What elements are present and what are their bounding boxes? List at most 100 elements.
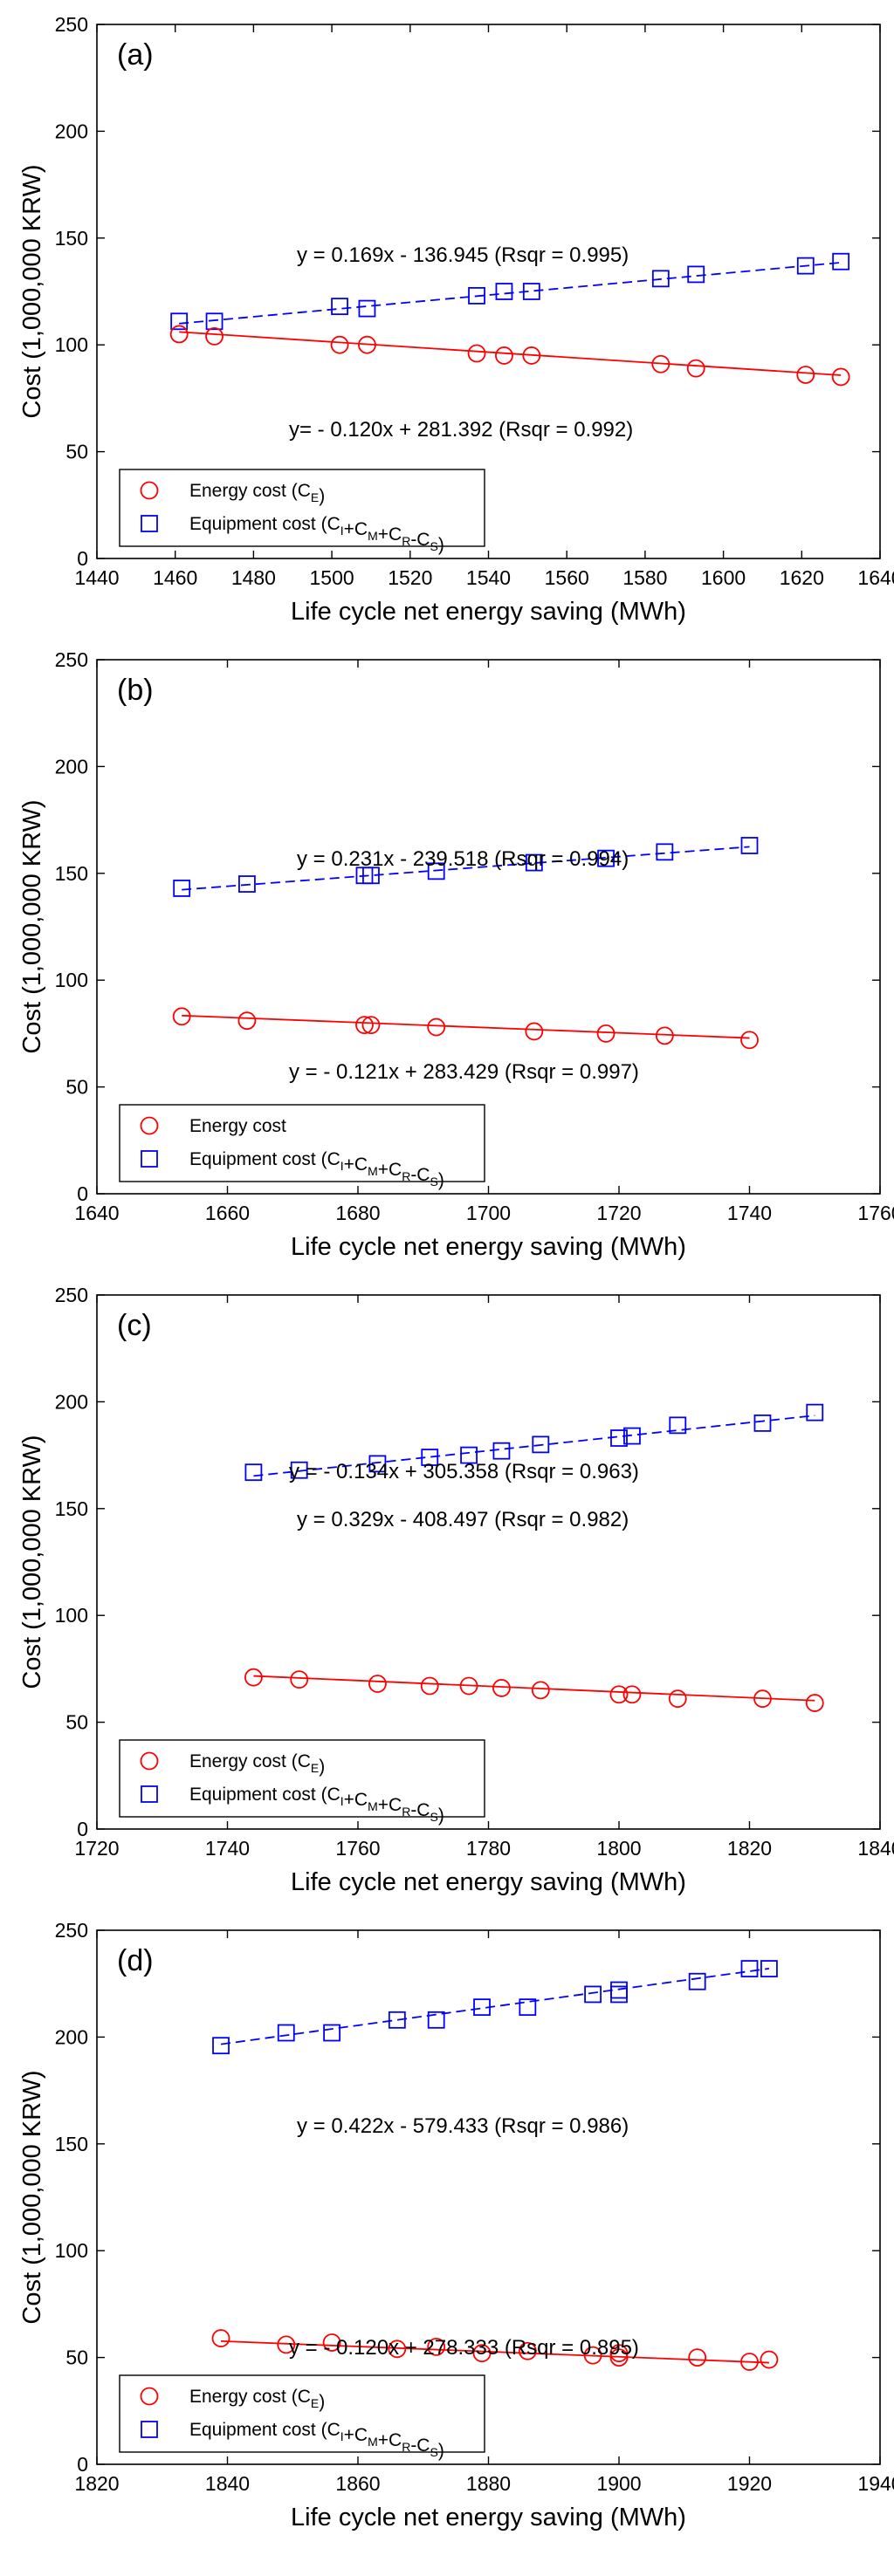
- legend-equipment-label: Equipment cost (CI+CM+CR-CS): [189, 1785, 444, 1826]
- legend-subscript: E: [311, 2396, 319, 2410]
- energy-cost-point: [211, 2329, 230, 2347]
- x-tick-label: 1760: [335, 1837, 380, 1860]
- energy-cost-point: [467, 344, 486, 363]
- energy-cost-point: [596, 1024, 615, 1043]
- x-tick-label: 1640: [857, 566, 894, 589]
- y-tick-label: 50: [65, 1711, 88, 1734]
- legend-symbol: +C: [344, 1154, 368, 1175]
- legend-subscript: R: [402, 1805, 410, 1819]
- legend-symbol: +C: [378, 2430, 402, 2450]
- legend-box: [119, 469, 485, 547]
- equipment-cost-point: [362, 867, 380, 885]
- legend-subscript: M: [368, 1799, 378, 1813]
- energy-cost-point: [796, 366, 815, 384]
- legend-text-end: ): [319, 2392, 325, 2412]
- legend-subscript: M: [368, 2435, 378, 2449]
- legend-energy-label: Energy cost (CE): [189, 481, 325, 506]
- equipment-cost-point: [806, 1403, 824, 1422]
- equipment-cost-point: [244, 1463, 263, 1482]
- equipment-cost-fit-line: [179, 261, 842, 325]
- legend-symbol: C: [327, 2420, 340, 2440]
- legend-text-end: ): [319, 486, 325, 506]
- legend-text: Energy cost (: [189, 1751, 298, 1771]
- energy-cost-point: [355, 1016, 374, 1035]
- energy-cost-point: [459, 1676, 478, 1696]
- y-tick-label: 100: [55, 2239, 88, 2262]
- y-tick-label: 200: [55, 755, 88, 778]
- equipment-cost-point: [532, 1435, 550, 1454]
- equipment-cost-point: [238, 875, 256, 893]
- y-tick-label: 200: [55, 1390, 88, 1413]
- x-tick-label: 1480: [231, 566, 276, 589]
- energy-cost-point: [760, 2350, 779, 2369]
- energy-cost-point: [495, 346, 513, 365]
- energy-cost-point: [330, 335, 349, 354]
- x-tick-label: 1680: [335, 1202, 380, 1224]
- legend-symbol: C: [298, 1751, 311, 1771]
- legend-text-end: ): [438, 1805, 444, 1826]
- equipment-cost-point: [331, 298, 348, 316]
- x-tick-label: 1840: [205, 2472, 250, 2495]
- x-tick-label: 1700: [466, 1202, 511, 1224]
- energy-cost-point: [655, 1026, 674, 1045]
- energy-cost-point: [531, 1681, 550, 1700]
- legend-subscript: M: [368, 1164, 378, 1178]
- panel-label: (a): [117, 38, 154, 72]
- energy-cost-point: [522, 346, 541, 365]
- legend-text: Equipment cost (: [189, 1149, 327, 1169]
- legend-symbol: +C: [344, 1790, 368, 1810]
- legend-equipment-label: Equipment cost (CI+CM+CR-CS): [189, 1149, 444, 1190]
- x-tick-label: 1660: [205, 1202, 250, 1224]
- y-axis-label: Cost (1,000,000 KRW): [18, 1435, 46, 1689]
- energy-cost-point: [427, 2337, 446, 2356]
- legend-equipment-marker: [141, 1150, 158, 1168]
- equipment-cost-point: [623, 1427, 641, 1445]
- x-tick-label: 1720: [596, 1202, 641, 1224]
- y-tick-label: 150: [55, 862, 88, 885]
- legend-subscript: I: [340, 2429, 344, 2443]
- legend-symbol: -C: [410, 1800, 430, 1820]
- energy-cost-point: [427, 1017, 446, 1037]
- equipment-cost-point: [584, 1985, 602, 2004]
- y-tick-label: 250: [55, 1919, 88, 1942]
- legend: Energy cost (CE)Equipment cost (CI+CM+CR…: [119, 2374, 485, 2461]
- equipment-cost-fit-line: [182, 846, 750, 891]
- energy-cost-point: [740, 1031, 759, 1050]
- y-tick-label: 200: [55, 2025, 88, 2048]
- equipment-cost-point: [796, 257, 815, 275]
- x-tick-label: 1620: [780, 566, 824, 589]
- y-tick-label: 100: [55, 969, 88, 991]
- energy-cost-fit-line: [182, 1014, 750, 1039]
- legend-symbol: C: [327, 1149, 340, 1169]
- energy-cost-point: [322, 2333, 341, 2352]
- energy-cost-point: [518, 2341, 537, 2360]
- legend-text: Equipment cost (: [189, 1785, 327, 1805]
- energy-cost-equation: y = - 0.120x + 278.333 (Rsqr = 0.895): [289, 2336, 639, 2360]
- y-tick-label: 200: [55, 120, 88, 142]
- legend-text: Equipment cost (: [189, 514, 327, 534]
- legend-subscript: I: [340, 1159, 344, 1173]
- legend-text: Energy cost (: [189, 2387, 298, 2407]
- equipment-cost-point: [832, 252, 850, 271]
- energy-cost-point: [583, 2346, 602, 2365]
- legend-symbol: +C: [378, 1795, 402, 1815]
- y-tick-label: 0: [77, 547, 88, 570]
- equipment-cost-point: [597, 849, 615, 867]
- energy-cost-point: [668, 1689, 687, 1709]
- energy-cost-point: [472, 2344, 492, 2363]
- legend-subscript: S: [430, 2445, 437, 2459]
- legend-subscript: E: [311, 1761, 319, 1775]
- legend-text: Energy cost: [189, 1116, 286, 1136]
- x-axis-label: Life cycle net energy saving (MWh): [291, 1868, 686, 1896]
- equipment-cost-point: [656, 843, 674, 861]
- equipment-cost-point: [519, 1998, 537, 2017]
- legend-symbol: -C: [410, 530, 430, 550]
- x-tick-label: 1920: [727, 2472, 772, 2495]
- y-axis-label: Cost (1,000,000 KRW): [18, 799, 46, 1053]
- equipment-cost-equation: y = 0.422x - 579.433 (Rsqr = 0.986): [297, 2114, 629, 2138]
- equipment-cost-point: [427, 2011, 445, 2029]
- energy-cost-point: [361, 1016, 381, 1035]
